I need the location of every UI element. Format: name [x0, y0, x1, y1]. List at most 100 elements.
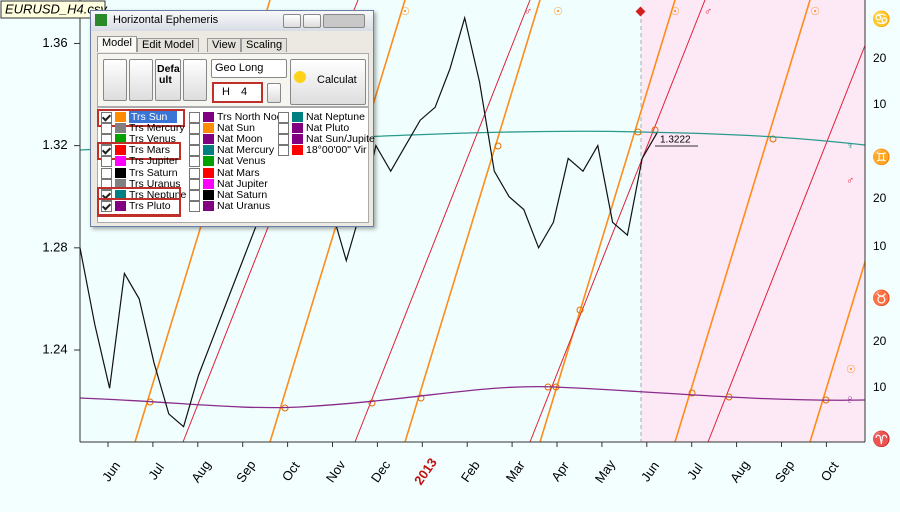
planet-label[interactable]: Trs Saturn [129, 166, 178, 179]
color-swatch [115, 189, 126, 200]
side-glyph: ♆ [846, 140, 854, 152]
planet-label[interactable]: Nat Sun [217, 122, 255, 135]
planet-label[interactable]: Trs Venus [129, 133, 176, 146]
planet-label[interactable]: Trs Mars [129, 144, 171, 157]
planet-label[interactable]: Trs Jupiter [129, 155, 179, 168]
zodiac-glyph: ♈ [872, 430, 891, 448]
default-label-2: ult [159, 74, 172, 86]
planet-label[interactable]: Trs Mercury [129, 122, 185, 135]
planet-label[interactable]: Trs Pluto [129, 199, 171, 212]
sun-line [539, 0, 676, 443]
checkbox[interactable] [189, 145, 200, 157]
checkbox[interactable] [278, 123, 289, 135]
planet-label[interactable]: Trs Neptune [129, 188, 187, 201]
mode-select[interactable] [211, 59, 287, 78]
planet-label[interactable]: Nat Uranus [217, 199, 271, 212]
checkbox[interactable] [101, 123, 112, 135]
default-button[interactable] [155, 59, 181, 101]
checkbox[interactable] [189, 167, 200, 179]
color-swatch [203, 189, 214, 200]
planet-label[interactable]: Trs North Node [217, 111, 289, 123]
right-axis-label: 10 [873, 380, 887, 394]
tab[interactable]: Edit Model [137, 38, 199, 52]
color-swatch [115, 134, 126, 145]
planet-label[interactable]: Trs Sun [129, 111, 178, 123]
selection-highlight [97, 109, 185, 127]
zodiac-glyph: ♉ [872, 289, 891, 307]
planet-label[interactable]: Nat Moon [217, 133, 263, 146]
color-swatch [115, 156, 126, 167]
color-swatch [203, 200, 214, 211]
side-glyph: ☉ [846, 364, 856, 376]
planet-label[interactable]: Nat Venus [217, 155, 266, 168]
planet-label[interactable]: Nat Saturn [217, 188, 268, 201]
checkbox[interactable] [189, 200, 200, 212]
planet-label[interactable]: Trs Uranus [129, 177, 181, 190]
intersection-marker [368, 399, 376, 407]
color-swatch [203, 134, 214, 145]
file-label-box [0, 0, 106, 19]
top-glyph: ☉ [670, 6, 680, 18]
future-region [641, 0, 865, 442]
bottom-axis-bg [0, 442, 900, 512]
sun-line [404, 0, 541, 443]
checkbox[interactable] [101, 167, 112, 179]
top-glyph: ♂ [524, 6, 532, 18]
checkbox[interactable] [101, 112, 112, 123]
color-swatch [203, 178, 214, 189]
timeframe-spinner[interactable] [267, 83, 281, 103]
timeframe-input[interactable] [212, 82, 263, 103]
title-bar [91, 11, 373, 31]
planet-label[interactable]: Nat Jupiter [217, 177, 268, 190]
checkbox[interactable] [189, 134, 200, 146]
checkbox[interactable] [278, 145, 289, 157]
color-swatch [203, 145, 214, 156]
zodiac-glyph: ♋ [872, 10, 891, 28]
planet-label[interactable]: Nat Neptune [306, 111, 365, 123]
checkbox[interactable] [189, 156, 200, 168]
color-swatch [115, 200, 126, 211]
color-swatch [292, 112, 303, 122]
mars-line [354, 0, 531, 443]
planet-label[interactable]: Nat Mercury [217, 144, 275, 157]
selection-highlight [97, 197, 181, 216]
top-glyph: ☉ [553, 6, 563, 18]
planet-label[interactable]: Nat Mars [217, 166, 260, 179]
intersection-marker [769, 135, 777, 143]
save-button[interactable] [129, 59, 153, 101]
checkbox[interactable] [189, 112, 200, 123]
intersection-marker [576, 306, 584, 314]
checkbox[interactable] [101, 156, 112, 168]
tab[interactable]: Scaling [241, 38, 288, 52]
mars-line [529, 0, 706, 443]
checkbox[interactable] [189, 123, 200, 135]
maximize-button[interactable] [303, 14, 321, 28]
planet-label[interactable]: Nat Sun/Jupite [306, 133, 375, 146]
intersection-marker [417, 394, 425, 402]
close-button[interactable] [323, 14, 365, 28]
checkbox[interactable] [278, 112, 289, 123]
planet-label[interactable]: 18°00'00" Vir [306, 144, 367, 157]
right-axis-label: 10 [873, 239, 887, 253]
checkbox[interactable] [101, 145, 112, 157]
checkbox[interactable] [278, 134, 289, 146]
color-swatch [292, 145, 303, 156]
checkbox[interactable] [101, 200, 112, 212]
file-label: EURUSD_H4.csv [5, 1, 108, 16]
top-glyph: ♂ [704, 6, 712, 18]
default-label-1: Defa [157, 63, 180, 75]
tab[interactable]: View [207, 38, 241, 52]
checkbox[interactable] [189, 189, 200, 201]
open-button[interactable] [103, 59, 127, 101]
intersection-marker [494, 142, 502, 150]
color-swatch [292, 123, 303, 134]
planet-label[interactable]: Nat Pluto [306, 122, 350, 135]
checkbox[interactable] [189, 178, 200, 190]
minimize-button[interactable] [283, 14, 301, 28]
side-glyph: ♇ [846, 394, 854, 406]
tool-button[interactable] [183, 59, 207, 101]
color-swatch [203, 112, 214, 122]
color-swatch [203, 156, 214, 167]
tab[interactable]: Model [97, 36, 137, 52]
